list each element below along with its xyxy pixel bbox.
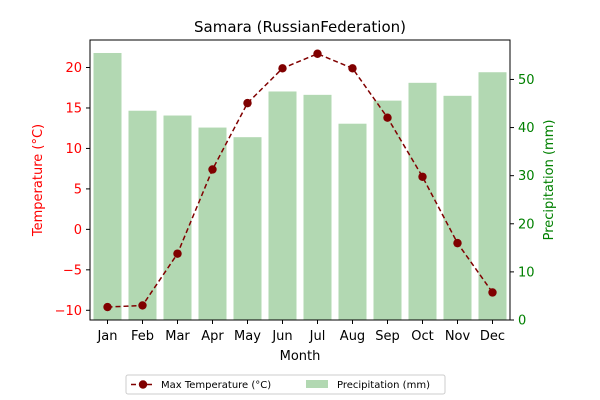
right-tick-label: 0 (518, 314, 526, 329)
right-tick-label: 50 (518, 73, 535, 88)
precipitation-bar-apr (198, 127, 227, 320)
precipitation-bar-feb (128, 110, 157, 320)
right-tick-label: 40 (518, 121, 535, 136)
left-axis-ticks: −10 −5 0 5 10 15 20 (55, 61, 90, 319)
precipitation-bar-sep (373, 100, 402, 320)
x-axis-ticks: Jan Feb Mar Apr May Jun Jul Aug Sep Oct Nov Dec (96, 320, 505, 344)
legend: Max Temperature (°C) Precipitation (mm) (125, 374, 446, 395)
right-tick-label: 20 (518, 217, 535, 232)
x-tick-label: Jun (271, 329, 292, 344)
precipitation-bar-jan (93, 52, 122, 321)
left-axis-label: Temperature (°C) (31, 124, 46, 237)
x-tick-label: Jan (96, 329, 117, 344)
precipitation-bar-jul (303, 94, 332, 320)
chart-title: Samara (RussianFederation) (194, 18, 406, 36)
precipitation-bar-oct (408, 82, 437, 320)
x-tick-label: May (234, 329, 261, 344)
left-tick-label: −10 (55, 304, 82, 319)
temperature-line-layer (103, 49, 497, 312)
precipitation-bar-mar (163, 115, 192, 320)
precipitation-bar-nov (443, 95, 472, 321)
x-tick-label: Sep (375, 329, 400, 344)
left-tick-label: 15 (65, 101, 82, 116)
plot-frame (89, 39, 511, 321)
left-tick-label: −5 (63, 263, 82, 278)
temperature-point-may (243, 98, 252, 108)
temperature-point-dec (488, 288, 497, 297)
temperature-point-feb (138, 301, 147, 310)
temperature-point-apr (208, 165, 217, 174)
left-tick-label: 20 (65, 61, 82, 76)
x-tick-label: Mar (165, 329, 190, 344)
precipitation-bar-aug (338, 123, 367, 321)
precipitation-bar-jun (268, 91, 297, 320)
temperature-line (107, 52, 494, 308)
right-tick-label: 10 (518, 265, 535, 280)
x-tick-label: Feb (131, 329, 154, 344)
left-tick-label: 0 (74, 223, 82, 238)
temperature-point-jan (103, 302, 112, 312)
legend-frame (125, 374, 446, 395)
x-tick-label: Apr (201, 329, 224, 344)
legend-precipitation-label: Precipitation (mm) (337, 380, 430, 391)
left-tick-label: 10 (65, 142, 82, 157)
x-tick-label: Nov (445, 329, 471, 344)
precipitation-bars (93, 52, 507, 321)
right-axis-ticks: 0 10 20 30 40 50 (510, 73, 535, 329)
temperature-point-sep (383, 113, 392, 122)
temperature-point-jul (313, 49, 322, 58)
right-tick-label: 30 (518, 169, 535, 184)
temperature-point-aug (348, 64, 357, 73)
x-tick-label: Oct (411, 329, 433, 344)
legend-temperature-marker (138, 380, 148, 389)
legend-precipitation-swatch (306, 380, 328, 388)
x-tick-label: Dec (480, 329, 505, 344)
x-axis-label: Month (280, 349, 321, 364)
temperature-point-oct (418, 172, 427, 181)
temperature-point-jun (278, 64, 287, 73)
temperature-point-mar (173, 249, 182, 258)
precipitation-bar-dec (478, 72, 507, 320)
right-axis-label: Precipitation (mm) (542, 120, 557, 241)
temperature-point-nov (453, 238, 462, 248)
x-tick-label: Jul (309, 329, 326, 344)
x-tick-label: Aug (340, 329, 365, 344)
legend-temperature-label: Max Temperature (°C) (161, 380, 271, 391)
left-tick-label: 5 (74, 182, 82, 197)
precipitation-bar-may (233, 137, 262, 320)
